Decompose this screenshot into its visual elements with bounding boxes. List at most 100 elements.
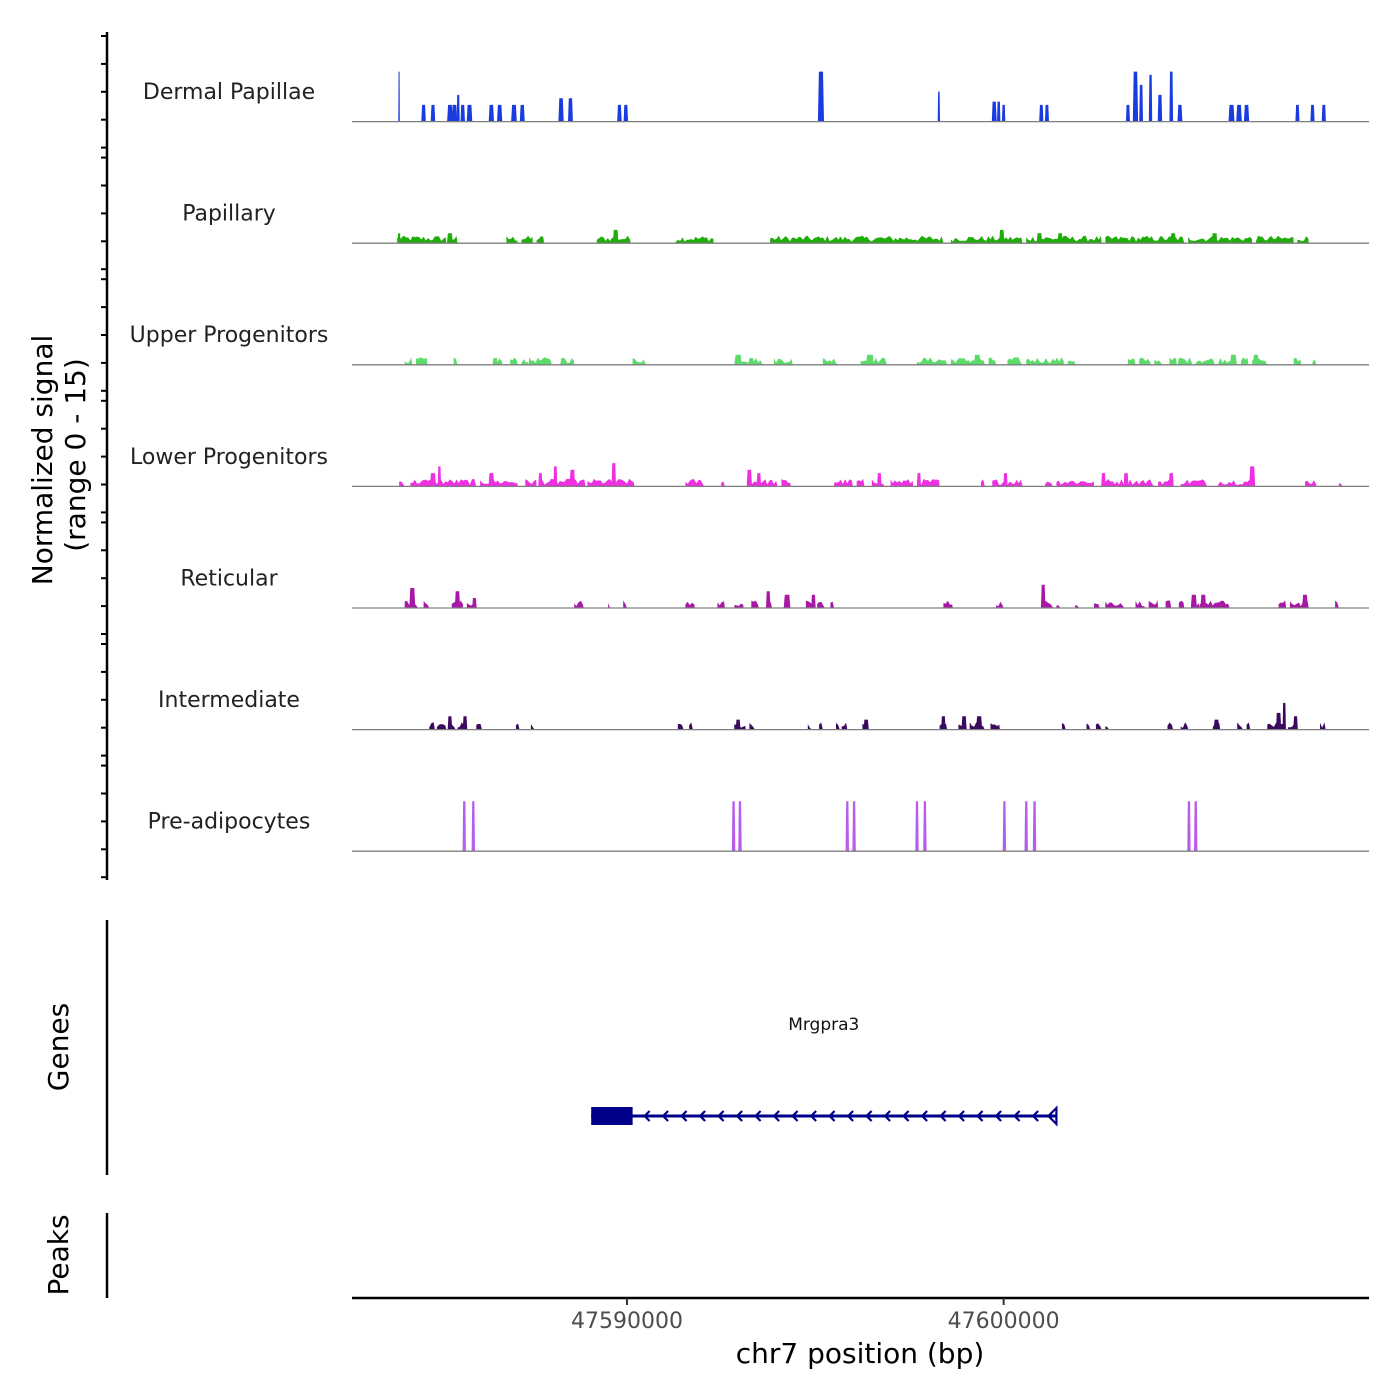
signal-region [1180,479,1207,487]
signal-region [1246,722,1251,730]
strand-arrow [791,1110,799,1122]
strand-arrow [957,1110,965,1122]
signal-region [836,722,840,730]
strand-arrow [680,1110,688,1122]
signal-peak [1168,473,1174,487]
signal-peak [1169,71,1174,122]
signal-region [717,601,725,608]
signal-region [510,357,518,365]
signal-peak [1249,466,1256,487]
signal-peak [1157,94,1163,122]
signal-region [1127,358,1136,365]
signal-region [751,600,759,608]
signal-peak [852,801,856,852]
signal-peak [817,71,824,122]
signal-region [1320,722,1326,730]
signal-region [404,357,413,365]
signal-region [834,479,853,487]
gene-end-marker [1046,1105,1058,1127]
signal-peak [1187,801,1191,852]
signal-peak [916,473,921,487]
signal-region [807,724,812,730]
signal-region [822,358,838,365]
signal-region [1007,357,1023,365]
signal-peak [865,354,875,365]
signal-region [990,723,1000,730]
signal-region [950,235,1023,244]
signal-region [1178,600,1185,608]
strand-arrow [828,1110,836,1122]
signal-region [521,235,533,244]
strand-arrow [902,1110,910,1122]
signal-region [587,478,635,487]
signal-region [1335,600,1339,608]
signal-region [677,723,684,730]
signal-peak [915,801,919,852]
signal-peak [460,104,465,122]
track-label: Reticular [180,566,278,591]
signal-region [830,601,835,608]
signal-peak [735,719,741,730]
track-papillary: Papillary [182,202,1369,244]
strand-arrow [643,1110,651,1122]
signal-region [773,357,793,365]
signal-peak [1211,233,1218,244]
signal-region [1105,235,1185,244]
signal-region [1026,235,1102,244]
signal-region [817,601,825,608]
signal-peak [738,801,742,852]
signal-peak [1236,104,1242,122]
signal-peak [941,716,946,730]
signal-peak [1190,594,1197,608]
signal-region [1188,236,1253,244]
signal-peak [863,719,869,730]
track-label: Upper Progenitors [130,323,329,348]
signal-region [521,359,529,365]
strand-arrow [976,1110,984,1122]
signal-peak [492,358,498,365]
signal-peak [623,104,629,122]
signal-region [1312,359,1317,365]
signal-peak [466,104,473,122]
signal-peak [398,71,400,122]
track-pre-adipocytes: Pre-adipocytes [148,801,1369,852]
signal-peak [1032,801,1037,852]
signal-region [1062,723,1066,730]
signal-peak [447,716,453,730]
signal-peak [1003,473,1008,487]
signal-region [734,603,744,608]
signal-peak [734,354,742,365]
signal-region [1293,357,1302,365]
strand-arrow [883,1110,891,1122]
track-lower-progenitors: Lower Progenitors [130,445,1369,488]
signal-region [1067,360,1076,365]
signal-peak [766,591,771,608]
signal-region [1180,722,1189,730]
signal-region [736,358,763,365]
signal-region [1278,600,1287,608]
track-label: Papillary [182,202,276,227]
signal-peak [999,229,1005,244]
signal-region [1240,357,1249,365]
signal-peak [421,104,426,122]
signal-peak [471,801,475,852]
signal-region [1180,357,1192,365]
signal-peak [1024,801,1028,852]
signal-peak [877,473,882,487]
y-axis-title-line1: Normalized signal [26,335,59,586]
signal-peak [923,801,927,852]
signal-peak [937,91,940,122]
signal-region [515,723,520,730]
signal-peak [1213,719,1220,730]
coverage-tracks: Dermal Papillae Papillary Upper Progenitor… [130,71,1369,852]
signal-peak [1295,104,1300,122]
signal-peak [511,104,517,122]
signal-peak [538,473,543,487]
signal-peak [976,716,983,730]
signal-region [992,479,1023,487]
signal-region [988,357,997,365]
signal-region [529,357,552,365]
signal-peak [437,466,442,487]
signal-region [721,481,725,487]
